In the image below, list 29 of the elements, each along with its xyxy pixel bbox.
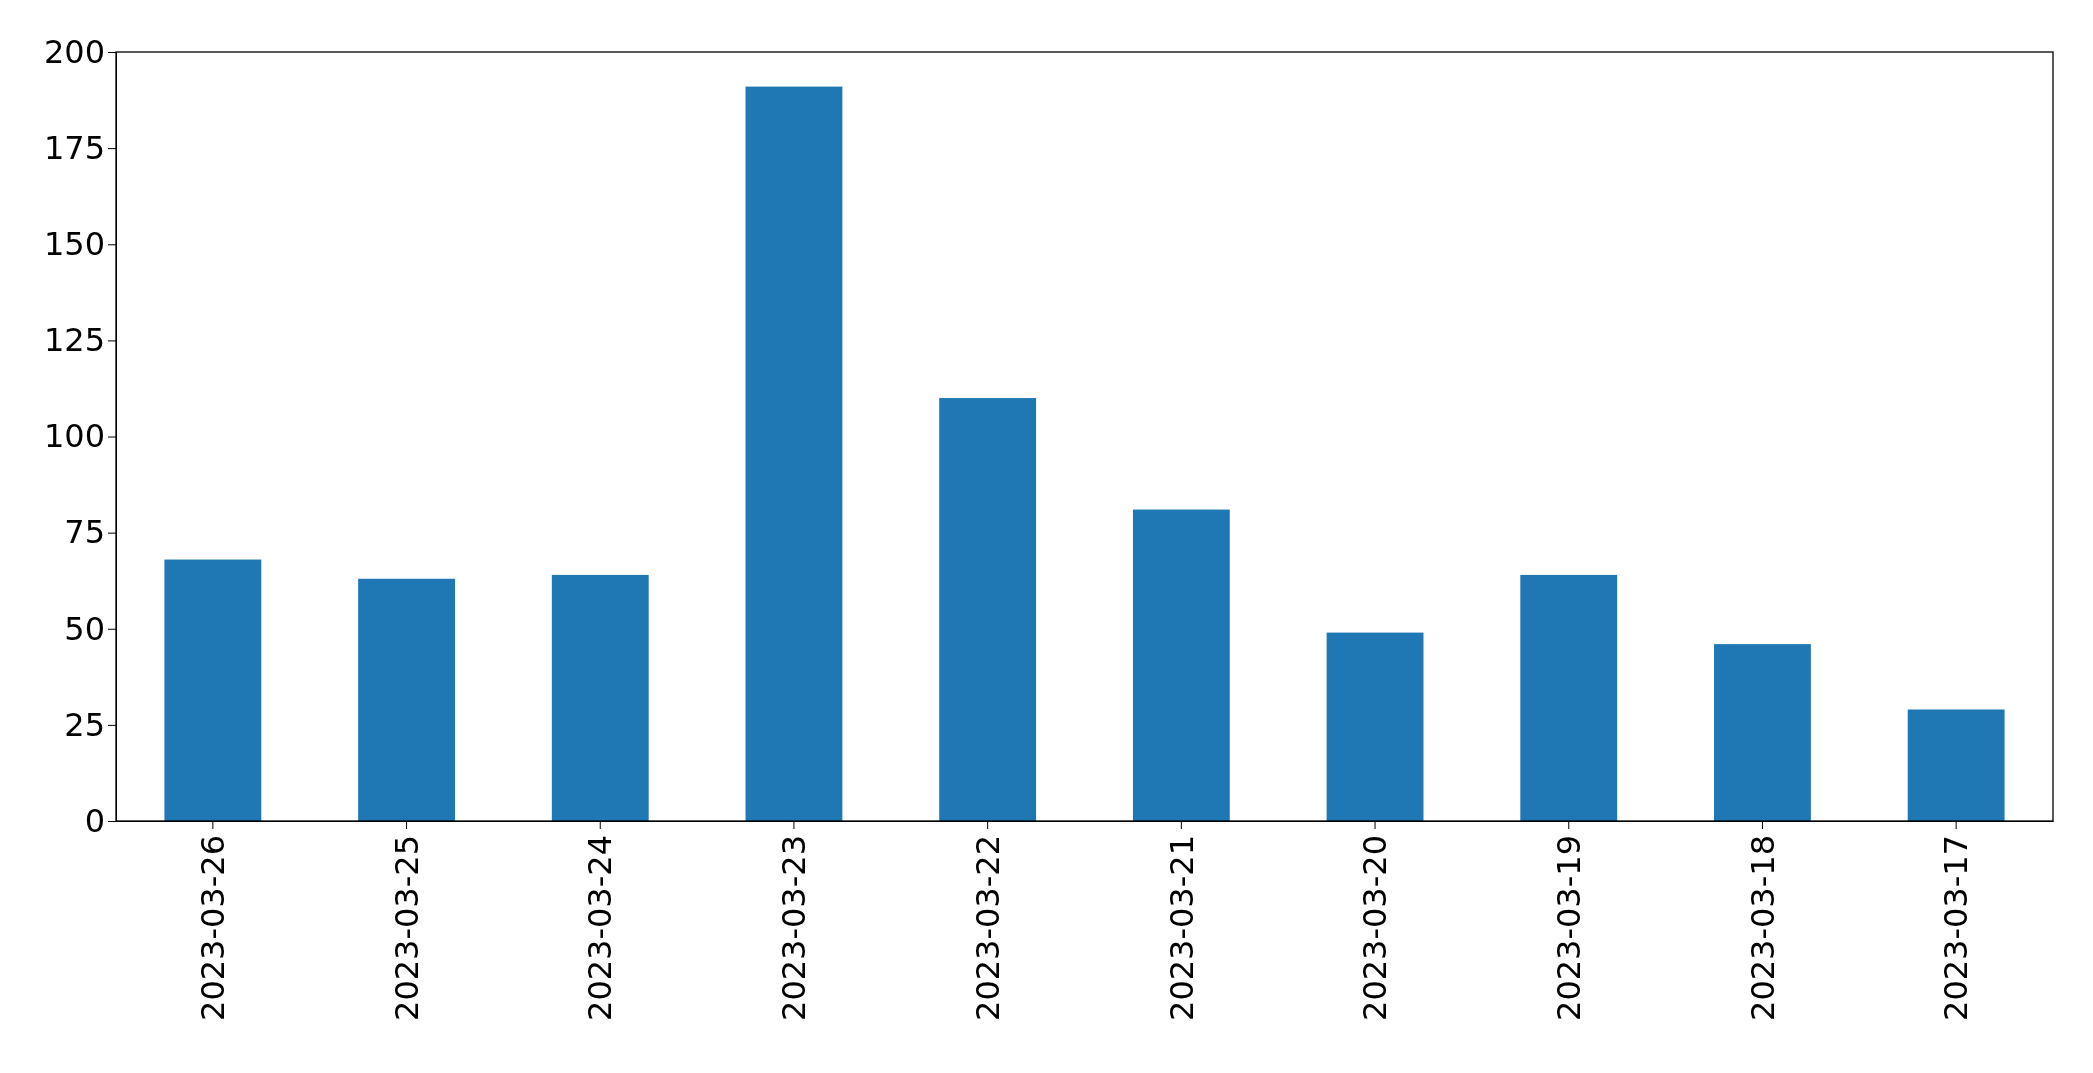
x-tick-label: 2023-03-19	[1549, 835, 1588, 1021]
bar	[745, 86, 843, 821]
x-tick-label: 2023-03-24	[581, 835, 620, 1021]
y-tick-label: 150	[43, 224, 105, 263]
y-tick-label: 75	[64, 513, 105, 552]
y-tick-label: 100	[43, 417, 105, 456]
bar	[358, 578, 455, 821]
x-tick-label: 2023-03-25	[387, 835, 426, 1021]
x-tick-label: 2023-03-22	[968, 835, 1007, 1021]
bar	[1326, 632, 1424, 821]
y-tick-label: 125	[43, 321, 105, 360]
y-tick-label: 200	[43, 32, 105, 71]
bar	[1520, 574, 1618, 821]
y-tick-label: 175	[43, 128, 105, 167]
bar	[939, 398, 1037, 821]
x-tick-label: 2023-03-17	[1937, 835, 1976, 1021]
x-tick-label: 2023-03-21	[1162, 835, 1201, 1021]
y-tick-label: 25	[64, 705, 105, 744]
bar	[164, 559, 262, 821]
x-tick-label: 2023-03-18	[1743, 835, 1782, 1021]
bar	[551, 574, 649, 821]
x-tick-label: 2023-03-23	[775, 835, 814, 1021]
bar	[1907, 709, 2005, 821]
y-tick-label: 50	[64, 609, 105, 648]
bar	[1714, 644, 1811, 821]
x-tick-label: 2023-03-20	[1356, 835, 1395, 1021]
x-tick-label: 2023-03-26	[194, 835, 233, 1021]
bar	[1132, 509, 1230, 821]
y-tick-label: 0	[84, 801, 105, 840]
